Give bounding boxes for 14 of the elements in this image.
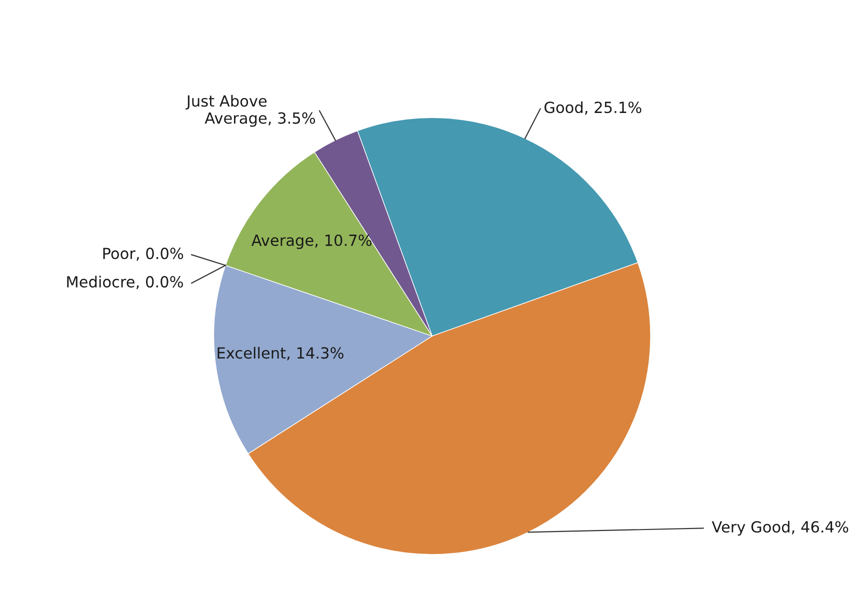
data-label: , 10.7%	[315, 234, 372, 248]
data-label: , 14.3%	[287, 347, 344, 360]
text: , 0.0%	[136, 276, 183, 290]
slice-label: Just Above Average	[186, 94, 267, 127]
category-label: Mediocre	[67, 276, 134, 288]
slice-label: Good	[544, 101, 582, 114]
data-label: , 3.5%	[268, 112, 316, 126]
category-label: Poor	[103, 248, 136, 260]
slice-label: Very Good	[712, 520, 790, 536]
slice-label: Average	[251, 234, 314, 250]
text: , 0.0%	[136, 248, 184, 261]
data-label: , 25.1%	[585, 102, 642, 115]
slice-label: Excellent	[218, 346, 286, 359]
data-label: , 46.4%	[792, 521, 848, 534]
